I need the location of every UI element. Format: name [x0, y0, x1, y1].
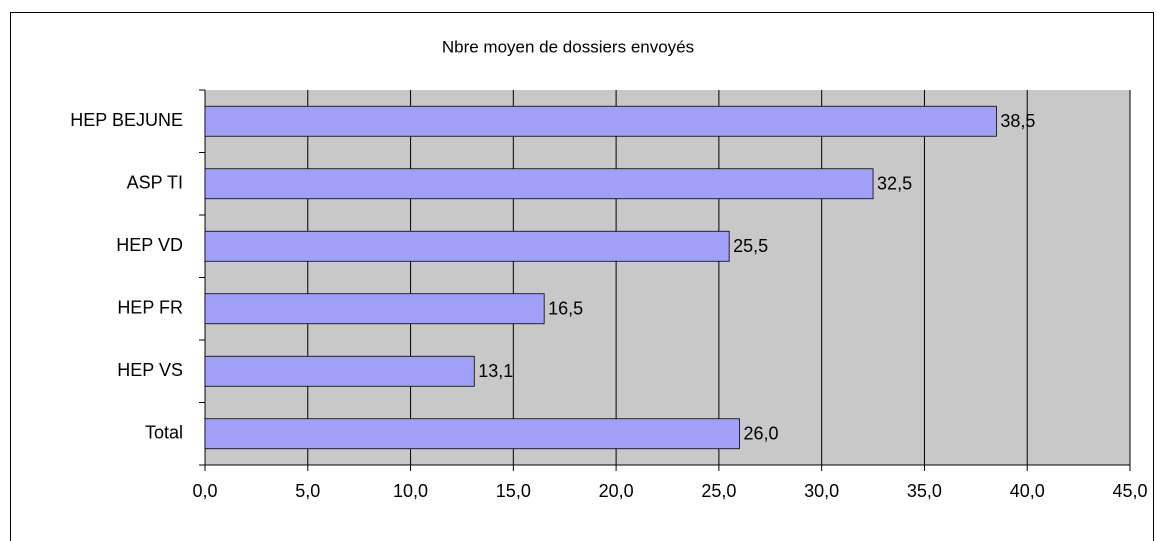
x-tick-label: 10,0 [393, 481, 428, 501]
value-label: 13,1 [478, 361, 513, 381]
x-tick-label: 40,0 [1010, 481, 1045, 501]
value-label: 38,5 [1000, 111, 1035, 131]
x-tick-label: 20,0 [599, 481, 634, 501]
y-tick-label: ASP TI [127, 173, 183, 193]
x-tick-label: 30,0 [804, 481, 839, 501]
x-tick-label: 15,0 [496, 481, 531, 501]
bar [204, 168, 874, 200]
chart-frame [10, 12, 1154, 541]
x-tick-label: 45,0 [1112, 481, 1147, 501]
y-tick-label: Total [145, 423, 183, 443]
value-label: 16,5 [548, 299, 583, 319]
y-tick-label: HEP FR [117, 298, 183, 318]
value-label: 26,0 [743, 424, 778, 444]
bar [204, 355, 475, 387]
x-tick-label: 35,0 [907, 481, 942, 501]
y-tick-label: HEP BEJUNE [70, 110, 183, 130]
x-tick-label: 0,0 [192, 481, 217, 501]
value-label: 25,5 [733, 236, 768, 256]
x-tick-label: 5,0 [295, 481, 320, 501]
bar [204, 418, 740, 450]
bar [204, 230, 730, 262]
chart-title: Nbre moyen de dossiers envoyés [442, 37, 694, 56]
x-tick-label: 25,0 [701, 481, 736, 501]
y-tick-label: HEP VD [116, 235, 183, 255]
y-tick-label: HEP VS [117, 360, 183, 380]
bar [204, 105, 997, 137]
bar [204, 293, 545, 325]
plot-area [205, 90, 1130, 465]
value-label: 32,5 [877, 174, 912, 194]
